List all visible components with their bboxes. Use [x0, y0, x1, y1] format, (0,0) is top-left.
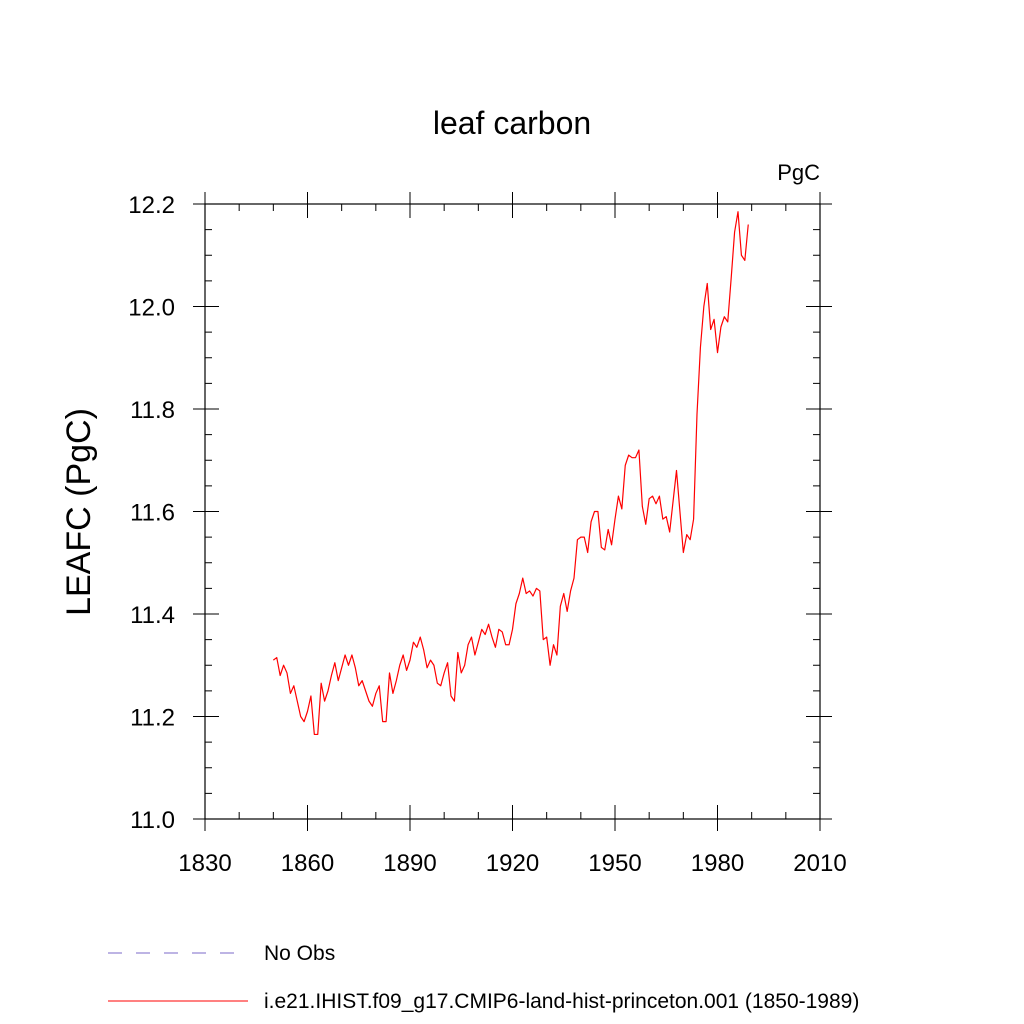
- y-tick-label: 12.0: [128, 295, 175, 322]
- y-tick-label: 11.2: [130, 705, 175, 732]
- y-tick-label: 11.8: [130, 397, 175, 424]
- x-tick-label: 1860: [281, 850, 334, 877]
- y-tick-label: 11.6: [130, 500, 175, 527]
- chart-title: leaf carbon: [433, 105, 591, 141]
- x-tick-label: 1830: [178, 850, 231, 877]
- legend-label-model: i.e21.IHIST.f09_g17.CMIP6-land-hist-prin…: [264, 990, 859, 1013]
- axis-ticks: [193, 192, 832, 831]
- x-tick-label: 2010: [793, 850, 846, 877]
- y-tick-label: 11.4: [130, 602, 175, 629]
- x-tick-label: 1920: [486, 850, 539, 877]
- series-line-1: [272, 211, 749, 736]
- y-axis-label: LEAFC (PgC): [60, 408, 98, 616]
- y-tick-labels: 11.0 11.2 11.4 11.6 11.8 12.0 12.2: [128, 192, 175, 834]
- x-tick-label: 1950: [588, 850, 641, 877]
- y-tick-label: 11.0: [130, 807, 175, 834]
- x-tick-labels: 1830 1860 1890 1920 1950 1980 2010: [178, 850, 846, 877]
- y-tick-label: 12.2: [128, 192, 175, 219]
- legend-label-no-obs: No Obs: [264, 942, 335, 965]
- legend: No Obs i.e21.IHIST.f09_g17.CMIP6-land-hi…: [108, 942, 859, 1013]
- units-label: PgC: [777, 160, 820, 185]
- plot-area: [272, 211, 749, 736]
- plot-frame: [204, 203, 821, 820]
- x-tick-label: 1980: [691, 850, 744, 877]
- x-tick-label: 1890: [383, 850, 436, 877]
